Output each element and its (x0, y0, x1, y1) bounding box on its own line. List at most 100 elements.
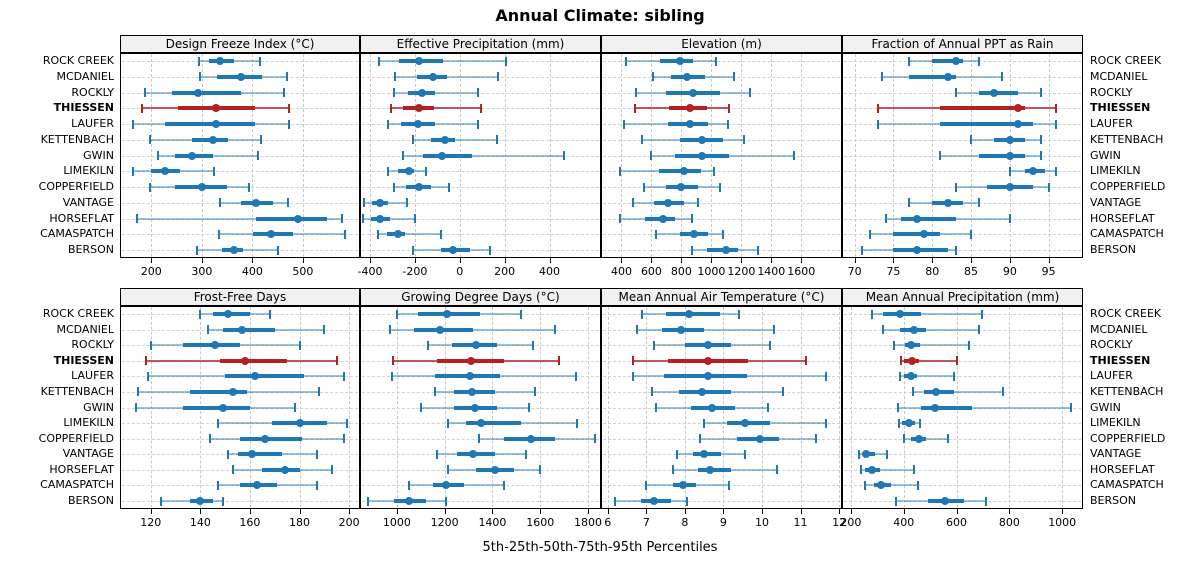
median-dot (909, 325, 918, 334)
whisker-cap-high (489, 245, 492, 255)
median-dot (294, 214, 303, 223)
median-dot (248, 450, 257, 459)
median-dot (862, 450, 871, 459)
horizontal-gridline (362, 155, 599, 157)
whisker-cap-high (341, 214, 344, 223)
horizontal-gridline (362, 501, 599, 502)
whisker-cap-low (876, 119, 879, 129)
whisker-cap-high (726, 119, 729, 129)
whisker-cap-low (882, 325, 885, 335)
whisker-cap-high (1001, 72, 1004, 82)
median-dot (677, 325, 686, 334)
whisker-cap-low (392, 356, 395, 366)
site-label-left: BERSON (67, 494, 114, 507)
whisker-cap-high (805, 356, 808, 366)
median-dot (230, 246, 239, 254)
median-dot (449, 246, 457, 254)
x-axis-tick-label: 400 (893, 516, 915, 529)
horizontal-gridline (844, 376, 1081, 378)
site-label-left: LAUFER (71, 117, 114, 130)
whisker-cap-low (144, 356, 147, 366)
horizontal-gridline (122, 501, 358, 502)
horizontal-gridline (122, 469, 358, 471)
median-dot (194, 88, 203, 97)
whisker-cap-low (650, 151, 653, 160)
whisker-cap-low (954, 88, 957, 97)
whisker-cap-high (766, 403, 769, 412)
median-dot (417, 88, 426, 97)
horizontal-gridline (362, 139, 599, 141)
whisker-cap-low (970, 135, 973, 145)
x-axis-tick-label: 11 (793, 516, 808, 529)
whisker-cap-low (144, 88, 147, 97)
site-label-left: LIMEKILN (63, 164, 114, 178)
whisker-cap-high (476, 88, 479, 97)
whisker-cap-high (287, 119, 290, 129)
median-dot (466, 356, 475, 365)
whisker-cap-low (876, 103, 879, 113)
median-dot (470, 403, 479, 412)
x-axis-tick-label: 0 (456, 265, 464, 278)
median-dot (490, 465, 499, 474)
whisker-cap-low (703, 418, 706, 428)
median-dot (211, 104, 220, 113)
whisker-cap-low (388, 325, 391, 335)
whisker-cap-high (277, 245, 280, 255)
whisker-cap-high (713, 166, 716, 176)
site-label-left: COPPERFIELD (38, 431, 114, 445)
median-dot (253, 481, 262, 490)
whisker-cap-high (953, 371, 956, 381)
x-axis-tick-label: -400 (357, 265, 383, 278)
whisker-cap-low (386, 119, 389, 129)
whisker-cap-low (149, 182, 152, 192)
whisker-cap-low (159, 496, 162, 506)
site-label-left: MCDANIEL (56, 322, 114, 336)
iqr-bar (978, 153, 1026, 158)
x-axis-tick-label: 800 (998, 516, 1020, 529)
whisker-cap-high (221, 496, 224, 506)
median-dot (704, 356, 712, 365)
x-axis-tick-label: 75 (886, 265, 901, 278)
whisker-cap-low (149, 135, 152, 145)
median-dot (680, 167, 689, 176)
whisker-cap-high (213, 166, 216, 176)
median-dot (684, 310, 693, 318)
x-axis-tick (369, 258, 371, 263)
site-label-right: THIESSEN (1090, 101, 1151, 115)
whisker-cap-low (209, 434, 212, 444)
x-axis-tick-label: 160 (239, 516, 261, 529)
whisker-cap-high (824, 371, 827, 381)
whisker-cap-high (345, 418, 348, 428)
whisker-cap-high (913, 465, 916, 475)
site-label-right: THIESSEN (1090, 353, 1151, 367)
x-axis-tick (893, 258, 895, 263)
x-axis-tick (684, 509, 686, 514)
horizontal-gridline (362, 61, 599, 62)
site-label-right: HORSEFLAT (1090, 211, 1155, 225)
median-dot (683, 72, 692, 81)
median-dot (686, 120, 695, 128)
whisker-cap-high (984, 496, 987, 506)
whisker-cap-high (696, 198, 699, 208)
whisker-line (893, 344, 970, 347)
horizontal-gridline (844, 155, 1081, 157)
whisker-cap-low (631, 371, 634, 381)
whisker-cap-low (857, 449, 860, 459)
whisker-cap-low (391, 371, 394, 381)
chart-title: Annual Climate: sibling (495, 6, 705, 25)
whisker-cap-high (1055, 166, 1058, 176)
median-dot (906, 341, 915, 350)
median-dot (990, 88, 999, 97)
median-dot (705, 465, 714, 474)
median-dot (1013, 104, 1022, 113)
median-dot (685, 104, 694, 113)
whisker-cap-low (897, 418, 900, 428)
median-dot (904, 419, 913, 428)
median-dot (675, 57, 684, 65)
whisker-cap-low (156, 151, 159, 160)
whisker-cap-low (196, 245, 199, 255)
site-label-right: GWIN (1090, 148, 1121, 162)
median-dot (218, 403, 227, 412)
whisker-cap-low (897, 403, 900, 412)
site-label-right: COPPERFIELD (1090, 180, 1166, 193)
